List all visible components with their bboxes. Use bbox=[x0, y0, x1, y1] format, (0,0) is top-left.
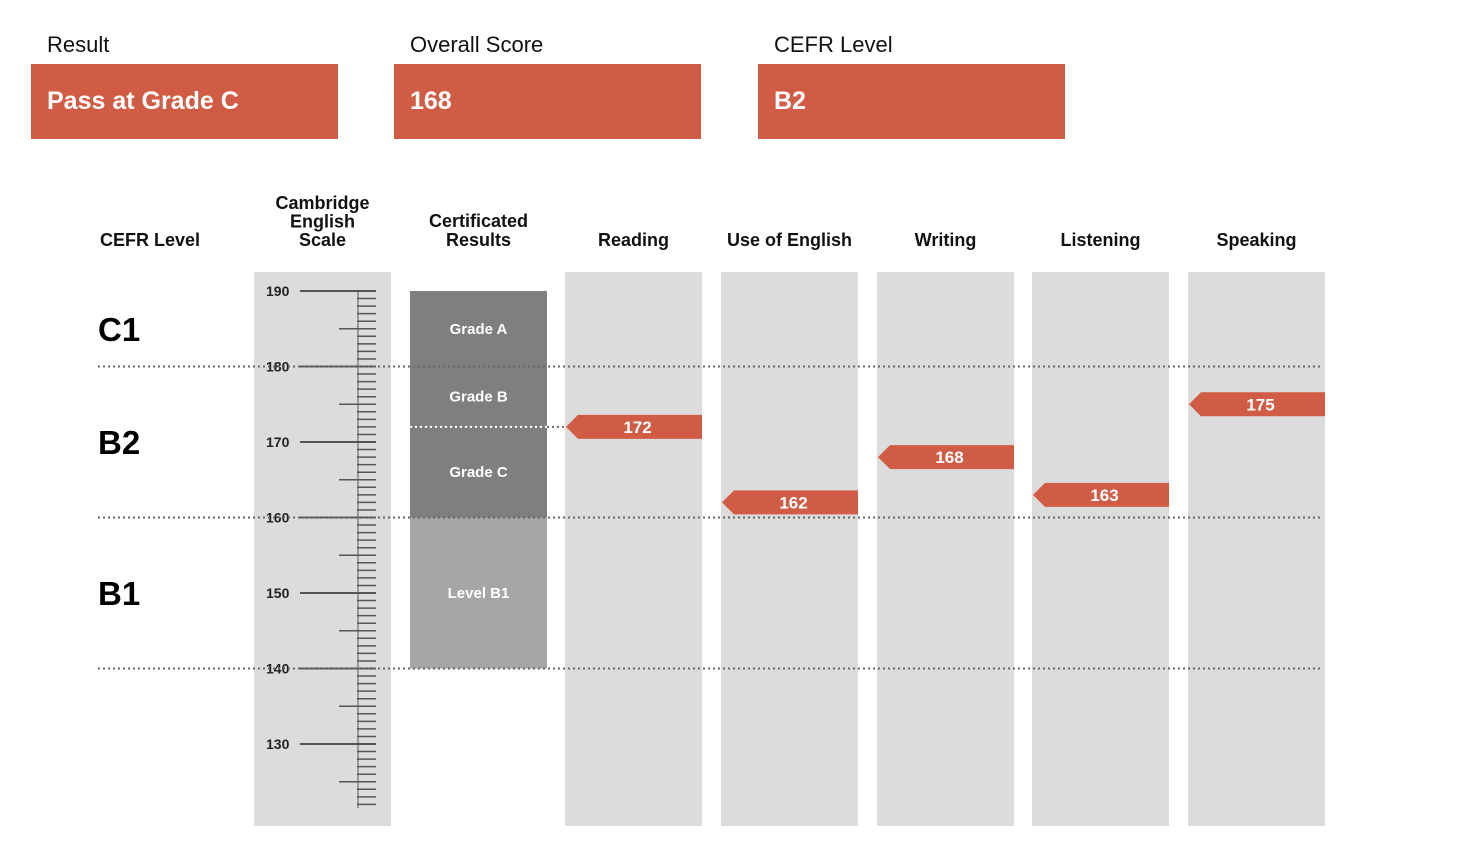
cefr-level-b2: B2 bbox=[98, 424, 140, 461]
header-scale-line-2: Scale bbox=[299, 230, 346, 250]
score-value-speaking: 175 bbox=[1246, 395, 1274, 414]
tick-label-180: 180 bbox=[266, 359, 290, 375]
header-scale-line-1: English bbox=[290, 212, 355, 232]
tick-label-130: 130 bbox=[266, 736, 290, 752]
header-skill-listening: Listening bbox=[1061, 230, 1141, 250]
band-grade-a bbox=[410, 291, 547, 367]
cefr-level-b1: B1 bbox=[98, 575, 140, 612]
score-arrow-listening bbox=[1033, 482, 1169, 507]
skill-column-bg-listening bbox=[1032, 272, 1169, 826]
score-value-listening: 163 bbox=[1090, 486, 1118, 505]
band-grade-b bbox=[410, 366, 547, 427]
score-value-writing: 168 bbox=[935, 448, 963, 467]
skill-column-bg-speaking bbox=[1188, 272, 1325, 826]
score-marker-listening: 163 bbox=[1033, 482, 1169, 507]
certificated-results: Grade A Grade B Grade C Level B1 bbox=[410, 291, 547, 669]
tick-label-190: 190 bbox=[266, 283, 290, 299]
band-label-level-b1: Level B1 bbox=[448, 585, 510, 602]
header-skill-use-of-english: Use of English bbox=[727, 230, 852, 250]
header-certificated-line-1: Results bbox=[446, 230, 511, 250]
header-certificated-line-0: Certificated bbox=[429, 211, 528, 231]
skill-column-bg-use-of-english bbox=[721, 272, 858, 826]
band-grade-c bbox=[410, 426, 547, 518]
score-arrow-writing bbox=[878, 445, 1014, 470]
header-skill-writing: Writing bbox=[915, 230, 977, 250]
scale-ruler: 190 180 170 160 150 140 130 bbox=[266, 283, 376, 808]
score-marker-reading: 172 bbox=[566, 414, 702, 439]
band-label-grade-c: Grade C bbox=[449, 464, 508, 481]
skill-column-bg-reading bbox=[565, 272, 702, 826]
band-label-grade-a: Grade A bbox=[450, 321, 508, 338]
band-level-b1 bbox=[410, 517, 547, 669]
scale-column-bg bbox=[254, 272, 391, 826]
tick-label-170: 170 bbox=[266, 434, 290, 450]
band-label-grade-b: Grade B bbox=[449, 389, 508, 406]
result-value: Pass at Grade C bbox=[47, 87, 239, 115]
skill-column-bg-writing bbox=[877, 272, 1014, 826]
tick-label-150: 150 bbox=[266, 585, 290, 601]
result-value-box: Pass at Grade C bbox=[31, 64, 338, 139]
cefr-level-value: B2 bbox=[774, 87, 806, 115]
cefr-level-c1: C1 bbox=[98, 311, 140, 348]
score-arrow-use-of-english bbox=[722, 490, 858, 515]
score-marker-use-of-english: 162 bbox=[722, 490, 858, 515]
score-value-reading: 172 bbox=[623, 418, 651, 437]
header-skill-speaking: Speaking bbox=[1216, 230, 1296, 250]
cefr-level-box: B2 bbox=[758, 64, 1065, 139]
result-label: Result bbox=[47, 32, 110, 57]
header-cefr-level: CEFR Level bbox=[100, 230, 200, 250]
header-scale-line-0: Cambridge bbox=[275, 193, 369, 213]
overall-score-value: 168 bbox=[410, 87, 452, 115]
score-marker-speaking: 175 bbox=[1189, 392, 1325, 417]
score-arrow-reading bbox=[566, 414, 702, 439]
tick-label-160: 160 bbox=[266, 510, 290, 526]
cefr-level-label: CEFR Level bbox=[774, 32, 893, 57]
tick-label-140: 140 bbox=[266, 661, 290, 677]
header-skill-reading: Reading bbox=[598, 230, 669, 250]
overall-score-box: 168 bbox=[394, 64, 701, 139]
score-value-use-of-english: 162 bbox=[779, 493, 807, 512]
score-arrow-speaking bbox=[1189, 392, 1325, 417]
score-marker-writing: 168 bbox=[878, 445, 1014, 470]
overall-score-label: Overall Score bbox=[410, 32, 544, 57]
